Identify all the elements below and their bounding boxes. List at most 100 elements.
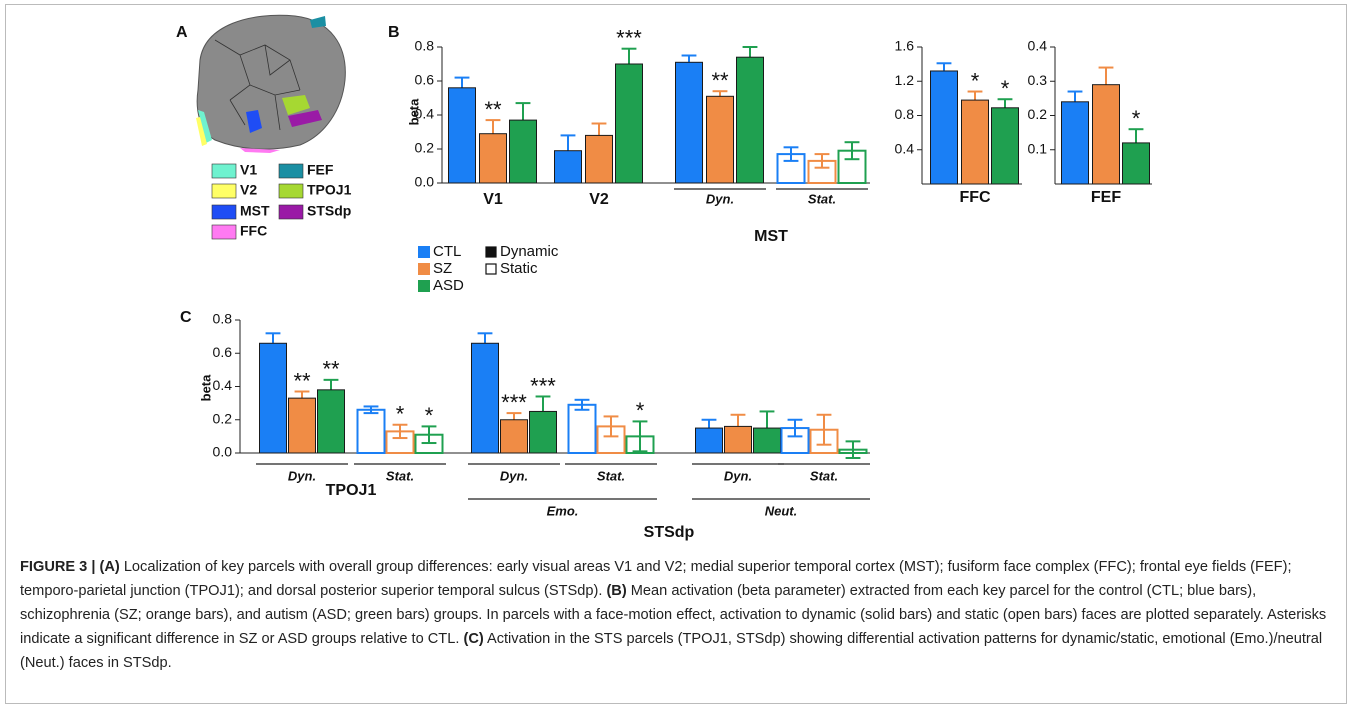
bar bbox=[318, 390, 345, 453]
significance: * bbox=[971, 68, 980, 93]
bar bbox=[501, 420, 528, 453]
bar bbox=[530, 411, 557, 453]
legend-label: V2 bbox=[240, 182, 257, 198]
bar bbox=[992, 108, 1019, 184]
x-tick-label: Stat. bbox=[386, 468, 414, 483]
y-tick-label: 0.4 bbox=[1028, 38, 1048, 54]
x-tick-label: Dyn. bbox=[500, 468, 528, 483]
bar bbox=[931, 71, 958, 184]
legend-swatch bbox=[212, 205, 236, 219]
panel-label: C bbox=[180, 309, 192, 326]
y-tick-label: 0.8 bbox=[415, 38, 435, 54]
legend-label: V1 bbox=[240, 162, 257, 178]
y-tick-label: 0.4 bbox=[213, 377, 233, 393]
legend-swatch bbox=[212, 225, 236, 239]
caption-text: FIGURE 3 | (A) bbox=[20, 559, 120, 575]
bar bbox=[472, 343, 499, 453]
y-tick-label: 0.1 bbox=[1028, 140, 1048, 156]
significance: ** bbox=[484, 97, 502, 122]
x-tick-label: V1 bbox=[483, 191, 503, 208]
y-tick-label: 0.2 bbox=[415, 140, 435, 156]
bar bbox=[737, 57, 764, 183]
legend-label: Dynamic bbox=[500, 243, 559, 260]
group-label: Emo. bbox=[547, 503, 579, 518]
group-label: STSdp bbox=[644, 524, 695, 541]
significance: *** bbox=[501, 390, 527, 415]
x-tick-label: Dyn. bbox=[288, 468, 316, 483]
legend-swatch bbox=[212, 164, 236, 178]
group-label: MST bbox=[754, 228, 788, 245]
legend-swatch bbox=[486, 264, 496, 274]
y-axis-label: beta bbox=[198, 374, 213, 402]
bar bbox=[707, 96, 734, 183]
y-tick-label: 1.6 bbox=[895, 38, 915, 54]
bar bbox=[480, 134, 507, 183]
caption-text: (B) bbox=[606, 583, 626, 599]
legend-label: TPOJ1 bbox=[307, 182, 352, 198]
brain-image bbox=[197, 15, 345, 149]
y-tick-label: 1.2 bbox=[895, 72, 915, 88]
legend-swatch bbox=[212, 184, 236, 198]
bar bbox=[962, 100, 989, 184]
legend-label: ASD bbox=[433, 277, 464, 294]
bar bbox=[676, 62, 703, 183]
group-label: Neut. bbox=[765, 503, 798, 518]
significance: * bbox=[1132, 106, 1141, 131]
x-tick-label: FFC bbox=[959, 189, 991, 206]
legend-swatch bbox=[418, 280, 430, 292]
bar bbox=[358, 410, 385, 453]
caption-text: (C) bbox=[463, 631, 483, 647]
y-tick-label: 0.6 bbox=[415, 72, 435, 88]
y-tick-label: 0.4 bbox=[415, 106, 435, 122]
group-label: TPOJ1 bbox=[326, 482, 377, 499]
bar bbox=[725, 426, 752, 453]
y-tick-label: 0.8 bbox=[213, 311, 233, 327]
significance: *** bbox=[616, 26, 642, 51]
panel-label: B bbox=[388, 24, 400, 41]
legend-label: MST bbox=[240, 203, 270, 219]
significance: * bbox=[1001, 76, 1010, 101]
y-tick-label: 0.8 bbox=[895, 106, 915, 122]
bar bbox=[1123, 143, 1150, 184]
significance: ** bbox=[293, 368, 311, 393]
legend-swatch bbox=[279, 184, 303, 198]
y-tick-label: 0.4 bbox=[895, 140, 915, 156]
bar bbox=[1062, 102, 1089, 184]
legend-label: SZ bbox=[433, 260, 452, 277]
bar bbox=[569, 405, 596, 453]
bar bbox=[616, 64, 643, 183]
legend-swatch bbox=[279, 164, 303, 178]
significance: ** bbox=[711, 68, 729, 93]
legend-label: STSdp bbox=[307, 203, 351, 219]
legend-swatch bbox=[486, 247, 496, 257]
bar bbox=[449, 88, 476, 183]
y-tick-label: 0.0 bbox=[415, 174, 435, 190]
panel-label: A bbox=[176, 24, 188, 41]
x-tick-label: Stat. bbox=[810, 468, 838, 483]
y-tick-label: 0.3 bbox=[1028, 72, 1048, 88]
legend-label: FFC bbox=[240, 223, 267, 239]
legend-swatch bbox=[418, 246, 430, 258]
legend-label: Static bbox=[500, 260, 538, 277]
bar bbox=[555, 151, 582, 183]
significance: * bbox=[396, 402, 405, 427]
region-fef bbox=[310, 16, 326, 28]
y-tick-label: 0.2 bbox=[1028, 106, 1048, 122]
bar bbox=[510, 120, 537, 183]
legend-swatch bbox=[279, 205, 303, 219]
legend-label: FEF bbox=[307, 162, 334, 178]
y-tick-label: 0.6 bbox=[213, 344, 233, 360]
y-tick-label: 0.2 bbox=[213, 410, 233, 426]
x-tick-label: Dyn. bbox=[706, 191, 734, 206]
legend-swatch bbox=[418, 263, 430, 275]
bar bbox=[289, 398, 316, 453]
bar bbox=[260, 343, 287, 453]
x-tick-label: FEF bbox=[1091, 189, 1121, 206]
bar bbox=[754, 428, 781, 453]
significance: * bbox=[636, 398, 645, 423]
x-tick-label: Stat. bbox=[808, 191, 836, 206]
y-tick-label: 0.0 bbox=[213, 444, 233, 460]
significance: *** bbox=[530, 373, 556, 398]
significance: * bbox=[425, 403, 434, 428]
